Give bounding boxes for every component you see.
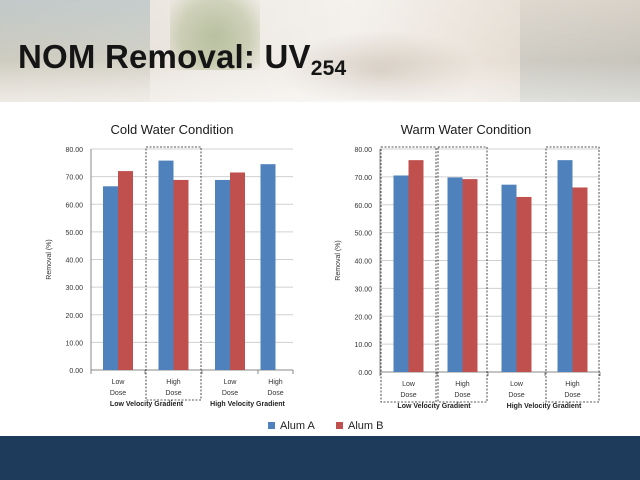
y-tick-label: 70.00 xyxy=(354,175,372,182)
group-label: Low Velocity Gradient xyxy=(397,403,471,410)
y-tick-label: 0.00 xyxy=(69,368,83,375)
y-tick-label: 10.00 xyxy=(354,342,372,349)
x-tick-label: Low xyxy=(402,381,416,388)
slide-title: NOM Removal: UV254 xyxy=(18,38,346,81)
group-label: High Velocity Gradient xyxy=(210,401,285,408)
bar-alum-b xyxy=(118,171,133,370)
y-tick-label: 20.00 xyxy=(65,313,83,320)
bar-alum-b xyxy=(462,179,478,372)
bar-alum-a xyxy=(557,160,573,372)
bar-alum-b xyxy=(408,160,424,372)
x-tick-label: High xyxy=(166,379,181,386)
x-tick-label: Dose xyxy=(400,392,416,399)
y-tick-label: 10.00 xyxy=(65,340,83,347)
y-tick-label: 60.00 xyxy=(354,203,372,210)
legend-label-alum-a: Alum A xyxy=(280,420,316,432)
chart-title: Warm Water Condition xyxy=(401,122,532,137)
group-label: Low Velocity Gradient xyxy=(110,401,184,408)
legend-label-alum-b: Alum B xyxy=(348,420,383,432)
x-tick-label: Low xyxy=(224,379,238,386)
highlight-box xyxy=(437,146,488,403)
highlight-box xyxy=(545,146,600,403)
y-tick-label: 20.00 xyxy=(354,314,372,321)
charts-area: Cold Water Condition 0.00 10.00 20.00 30.00 4… xyxy=(46,122,601,432)
slide-title-subscript: 254 xyxy=(310,57,347,80)
x-tick-label: Dose xyxy=(165,390,181,397)
y-axis-label: Removal (%) xyxy=(335,240,342,280)
x-tick-label: Dose xyxy=(508,392,524,399)
y-tick-label: 0.00 xyxy=(358,370,372,377)
legend-swatch-alum-a xyxy=(268,422,275,429)
bar-alum-a xyxy=(501,184,517,372)
footer-bar xyxy=(0,436,640,480)
chart-cold: Cold Water Condition 0.00 10.00 20.00 30.00 4… xyxy=(46,122,294,408)
header-photo-banner xyxy=(0,0,640,102)
y-tick-label: 50.00 xyxy=(65,230,83,237)
bar-alum-a xyxy=(393,175,409,372)
x-tick-label: Dose xyxy=(454,392,470,399)
bar-alum-a xyxy=(103,186,118,370)
slide-title-main: NOM Removal: UV xyxy=(18,38,311,75)
x-tick-label: Dose xyxy=(222,390,238,397)
x-tick-label: High xyxy=(268,379,283,386)
x-tick-label: Low xyxy=(510,381,524,388)
y-tick-label: 80.00 xyxy=(354,147,372,154)
group-label: High Velocity Gradient xyxy=(507,403,582,410)
chart-warm: Warm Water Condition 0.00 10.00 20.00 30.00 4… xyxy=(335,122,601,410)
bar-alum-b xyxy=(173,179,189,370)
x-tick-label: Dose xyxy=(564,392,580,399)
x-tick-label: High xyxy=(455,381,470,388)
y-tick-label: 70.00 xyxy=(65,175,83,182)
bar-alum-b xyxy=(230,172,245,370)
x-tick-label: Dose xyxy=(110,390,126,397)
y-axis-label: Removal (%) xyxy=(46,239,53,279)
y-tick-label: 60.00 xyxy=(65,202,83,209)
x-tick-label: Dose xyxy=(267,390,283,397)
y-tick-label: 40.00 xyxy=(65,258,83,265)
bar-alum-b xyxy=(572,187,588,372)
x-tick-label: Low xyxy=(112,379,126,386)
chart-title: Cold Water Condition xyxy=(110,122,233,137)
bar-alum-a xyxy=(447,177,463,372)
highlight-box xyxy=(380,146,437,403)
y-tick-label: 30.00 xyxy=(354,286,372,293)
y-tick-label: 40.00 xyxy=(354,259,372,266)
legend-swatch-alum-b xyxy=(336,422,343,429)
bar-alum-a xyxy=(158,160,174,370)
y-tick-label: 50.00 xyxy=(354,231,372,238)
bar-alum-a xyxy=(260,164,276,370)
x-tick-label: High xyxy=(565,381,580,388)
y-tick-label: 30.00 xyxy=(65,285,83,292)
bar-alum-a xyxy=(215,179,230,370)
bar-alum-b xyxy=(516,196,532,372)
legend: Alum A Alum B xyxy=(268,420,383,432)
y-tick-label: 80.00 xyxy=(65,147,83,154)
